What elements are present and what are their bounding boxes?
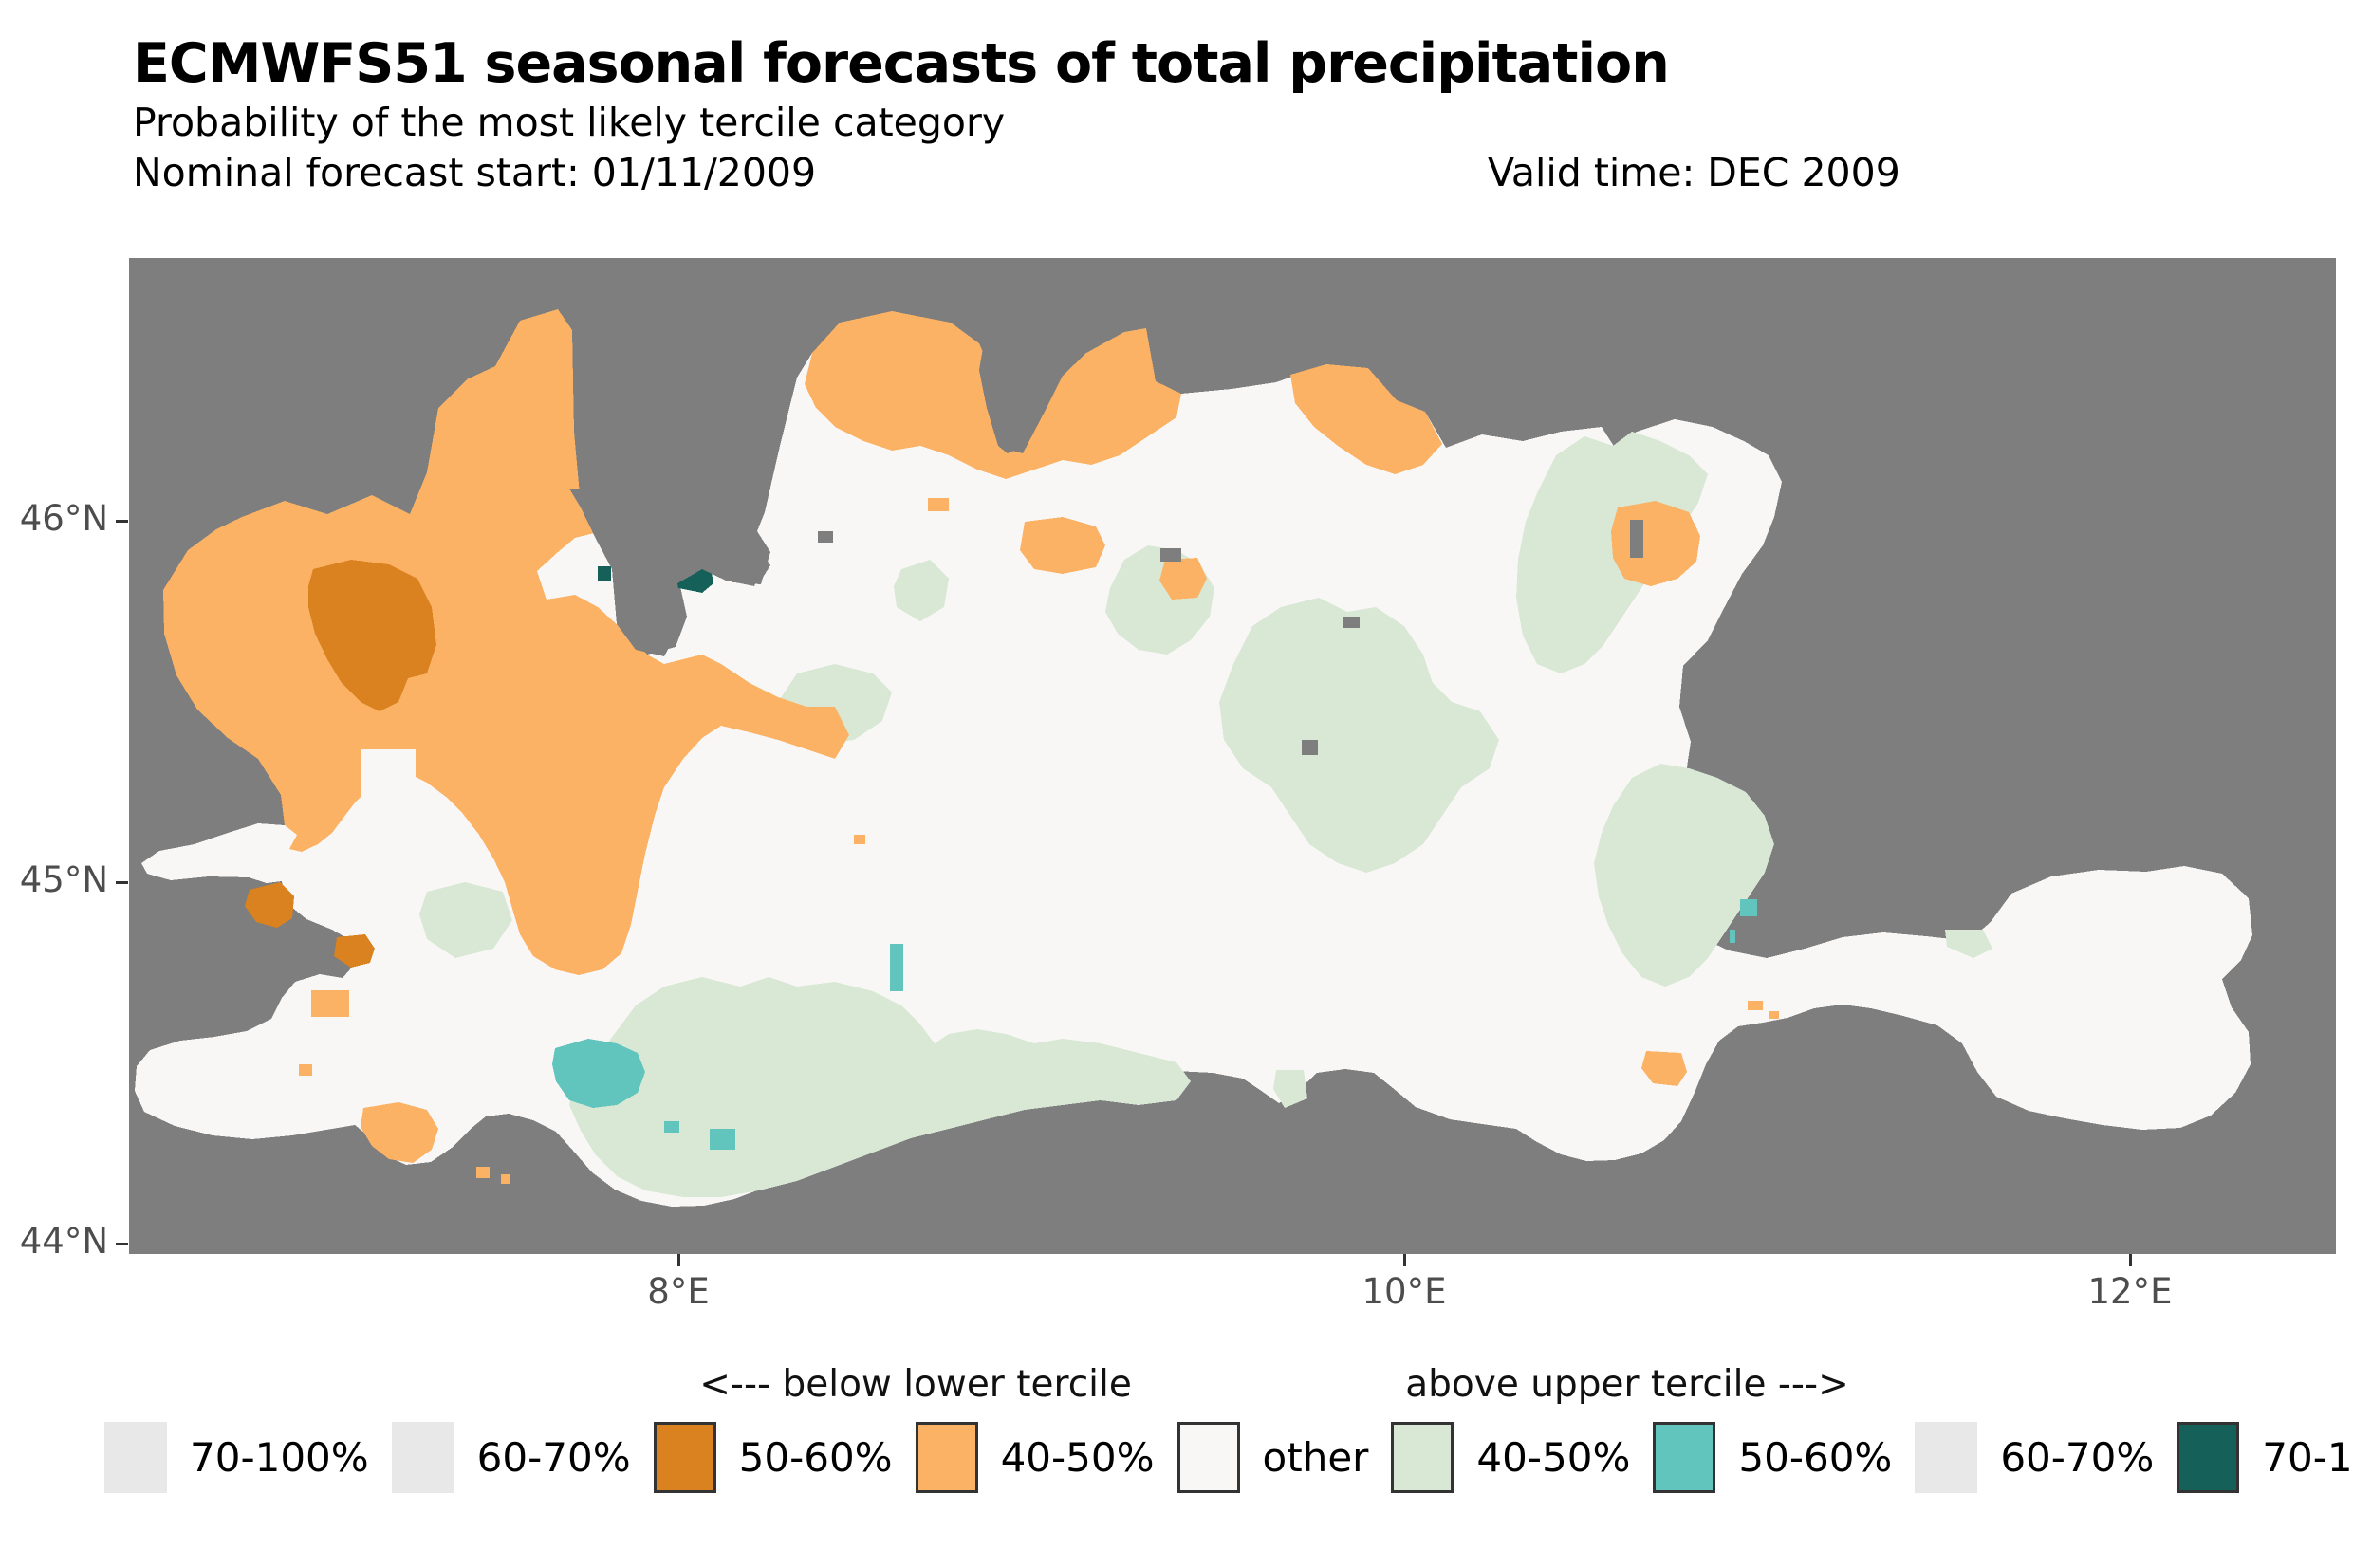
orange-dot-d (854, 835, 865, 844)
legend-header-below-tercile: <--- below lower tercile (699, 1363, 1132, 1406)
y-axis-tick (116, 881, 128, 884)
green-east-lower (1594, 764, 1774, 987)
forecast-start-label: Nominal forecast start: 01/11/2009 (133, 150, 817, 195)
gray-speck-b (1343, 617, 1360, 628)
legend-label: 60-70% (2000, 1434, 2155, 1481)
orange-dot-a (476, 1167, 490, 1178)
legend-swatch-teal (1653, 1422, 1716, 1493)
orange-fleck-b (1769, 1011, 1779, 1019)
x-axis-tick (2129, 1254, 2132, 1266)
y-axis-tick (116, 520, 128, 523)
legend: 70-100% 60-70% 50-60% 40-50% other 40-50% 50-6… (104, 1422, 2353, 1493)
x-axis-tick-label: 8°E (647, 1271, 710, 1312)
gray-speck-d (1630, 520, 1643, 558)
green-south-tip (1273, 1070, 1307, 1108)
orange-sw-blob (361, 1102, 438, 1163)
legend-swatch-dark_orange (653, 1422, 716, 1493)
legend-header-above-tercile: above upper tercile ---> (1405, 1363, 1849, 1406)
teal-right-a (1740, 899, 1757, 916)
teal-bit-a (664, 1121, 679, 1133)
valid-time-label: Valid time: DEC 2009 (1488, 150, 1900, 195)
orange-topright-streak (1290, 364, 1442, 474)
gray-ticino-notch (569, 489, 767, 656)
green-small-a (894, 560, 949, 621)
darkorange-west-b (334, 934, 375, 968)
legend-label: other (1262, 1434, 1369, 1481)
legend-swatch-gray_swatch (104, 1422, 167, 1493)
green-east-upper (1516, 432, 1708, 673)
x-axis-tick (677, 1254, 680, 1266)
page-title: ECMWFS51 seasonal forecasts of total pre… (133, 32, 1670, 95)
legend-swatch-gray_swatch (391, 1422, 454, 1493)
darkteal-b (598, 566, 611, 581)
white-hole-b (361, 749, 416, 818)
map-panel (129, 258, 2336, 1254)
darkorange-nw-core (308, 560, 436, 711)
legend-label: 60-70% (476, 1434, 631, 1481)
darkorange-west-a (245, 882, 294, 928)
teal-cluster (552, 1039, 645, 1108)
orange-nw-mass (163, 309, 849, 975)
teal-bit-b (710, 1129, 735, 1150)
green-tail (1945, 930, 1992, 958)
orange-dot-e (928, 498, 949, 511)
x-axis-tick-label: 10°E (1362, 1271, 1447, 1312)
x-axis-tick (1403, 1254, 1406, 1266)
legend-swatch-light_orange (915, 1422, 978, 1493)
teal-streak (890, 944, 903, 991)
green-central (1219, 598, 1499, 873)
legend-swatch-gray_swatch (1915, 1422, 1978, 1493)
gray-speck-a (1160, 548, 1181, 562)
orange-mid-blob (1020, 517, 1105, 574)
legend-label: 70-100% (2262, 1434, 2353, 1481)
orange-dot-b (501, 1174, 510, 1184)
green-small-w (419, 882, 512, 958)
orange-mid-blob2 (1159, 558, 1207, 600)
y-axis-tick-label: 45°N (19, 859, 108, 900)
gray-lake-blob (716, 548, 770, 583)
subtitle: Probability of the most likely tercile c… (133, 100, 1006, 145)
legend-swatch-dark_teal (2177, 1422, 2240, 1493)
legend-label: 40-50% (1476, 1434, 1631, 1481)
legend-label: 50-60% (738, 1434, 893, 1481)
gray-speck-e (1302, 740, 1318, 755)
orange-west-small (311, 990, 349, 1017)
legend-label: 40-50% (1000, 1434, 1155, 1481)
x-axis-tick-label: 12°E (2087, 1271, 2173, 1312)
y-axis-tick-label: 46°N (19, 498, 108, 539)
legend-label: 50-60% (1738, 1434, 1893, 1481)
gray-notch-b (979, 332, 1053, 453)
gray-speck-c (818, 531, 833, 543)
legend-swatch-light_green (1391, 1422, 1454, 1493)
orange-dot-c (299, 1064, 312, 1076)
y-axis-tick (116, 1243, 128, 1245)
map-raster (135, 309, 2252, 1207)
orange-fleck-a (1748, 1001, 1763, 1010)
legend-label: 70-100% (190, 1434, 369, 1481)
legend-swatch-offwhite (1176, 1422, 1240, 1493)
y-axis-tick-label: 44°N (19, 1221, 108, 1262)
orange-right-blob (1641, 1051, 1687, 1086)
teal-right-b (1730, 930, 1735, 943)
domain (135, 309, 2252, 1207)
